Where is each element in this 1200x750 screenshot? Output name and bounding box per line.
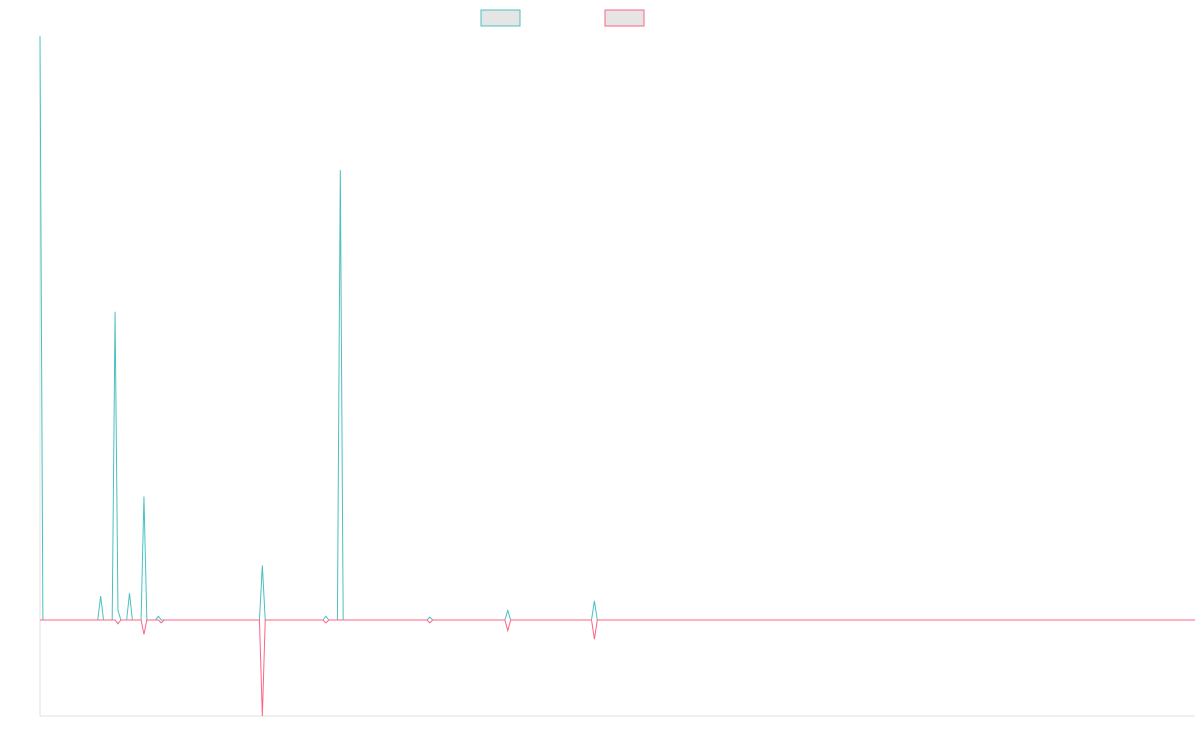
plot-area [39, 35, 1195, 717]
legend-swatch-2[interactable] [604, 9, 645, 27]
legend-swatch-1[interactable] [480, 9, 521, 27]
axes [39, 36, 1195, 717]
legend[interactable] [480, 9, 645, 27]
series-line-2 [40, 619, 1195, 717]
series-line-1 [39, 35, 1195, 621]
